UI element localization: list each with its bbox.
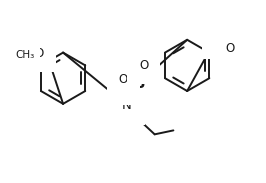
Text: O: O [139,59,148,72]
Text: N: N [214,34,223,47]
Text: S: S [135,76,145,91]
Text: O: O [35,47,44,60]
Text: N: N [122,99,132,112]
Text: O: O [225,42,234,55]
Text: O: O [225,29,234,42]
Text: O: O [119,73,128,86]
Text: CH₃: CH₃ [15,50,35,60]
